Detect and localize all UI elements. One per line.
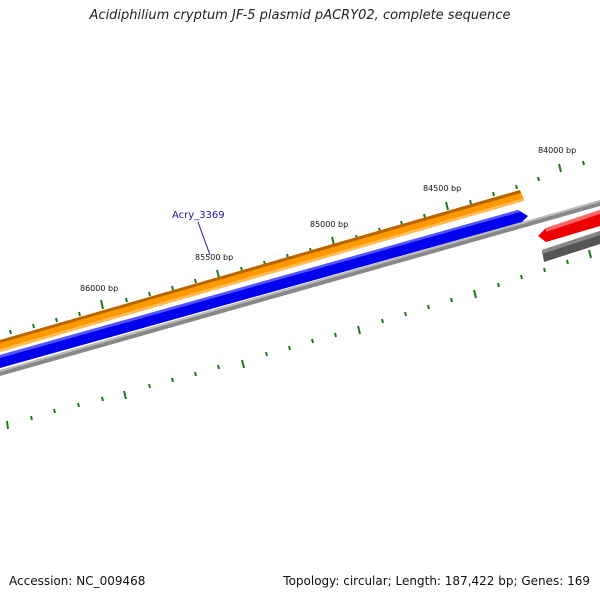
gene-label-acry-3369[interactable]: Acry_3369 (172, 210, 225, 221)
grey-gene-highlight (542, 231, 600, 254)
tick-mark (469, 199, 472, 205)
tick-mark (404, 311, 407, 317)
tick-mark-major (558, 163, 562, 173)
tick-mark (450, 297, 453, 303)
tick-mark (520, 274, 523, 280)
map-title: Acidiphilium cryptum JF-5 plasmid pACRY0… (89, 8, 511, 23)
tick-mark (497, 282, 500, 288)
tick-mark-major (216, 269, 220, 279)
tick-mark (194, 278, 197, 284)
tick-label-86000: 86000 bp (80, 284, 118, 293)
red-gene-highlight (546, 210, 600, 232)
tick-mark (32, 323, 35, 329)
tick-mark-major (6, 420, 9, 430)
reverse-cds-highlight (0, 210, 520, 358)
tick-mark-major (357, 325, 361, 335)
tick-mark (78, 311, 81, 317)
tick-label-85500: 85500 bp (195, 253, 233, 262)
tick-mark (148, 383, 151, 389)
tick-mark (194, 371, 197, 377)
forward-cds-edge (0, 190, 521, 343)
tick-mark (101, 396, 104, 402)
tick-label-84000: 84000 bp (538, 146, 576, 155)
tick-mark (537, 176, 540, 182)
forward-cds-highlight (0, 198, 524, 352)
tick-mark-major (100, 299, 104, 310)
accession-text: Accession: NC_009468 (9, 574, 146, 588)
tick-mark (311, 338, 314, 344)
tick-mark (171, 285, 174, 291)
inner-ticks (6, 249, 592, 430)
outer-ticks (9, 160, 585, 335)
tick-mark-major (473, 289, 477, 299)
tick-mark (288, 345, 291, 351)
tick-mark (125, 297, 128, 303)
tick-mark (30, 415, 33, 421)
tick-mark (566, 259, 569, 265)
tick-mark (55, 317, 58, 323)
tick-mark (515, 184, 518, 190)
tick-mark (77, 402, 80, 408)
tick-label-84500: 84500 bp (423, 184, 461, 193)
tick-mark (582, 160, 585, 166)
tick-mark (265, 351, 268, 357)
tick-mark (53, 408, 56, 414)
tick-mark (148, 291, 151, 297)
tick-mark (9, 329, 12, 335)
tick-mark-major (588, 249, 592, 259)
summary-text: Topology: circular; Length: 187,422 bp; … (283, 574, 590, 588)
backbone-highlight (0, 200, 600, 372)
tick-mark (381, 318, 384, 324)
tick-mark-major (123, 390, 127, 400)
tick-mark (492, 191, 495, 197)
tick-mark-major (445, 201, 449, 211)
gene-label-leader (197, 221, 211, 256)
tick-mark (171, 377, 174, 383)
tick-label-85000: 85000 bp (310, 220, 348, 229)
tick-mark (423, 213, 426, 219)
tick-mark (427, 304, 430, 310)
tick-mark (543, 267, 546, 273)
tick-mark-major (331, 236, 335, 246)
tick-mark (217, 364, 220, 370)
tick-mark (334, 332, 337, 338)
tick-mark-major (241, 359, 245, 369)
reverse-cds-band[interactable] (0, 210, 528, 368)
